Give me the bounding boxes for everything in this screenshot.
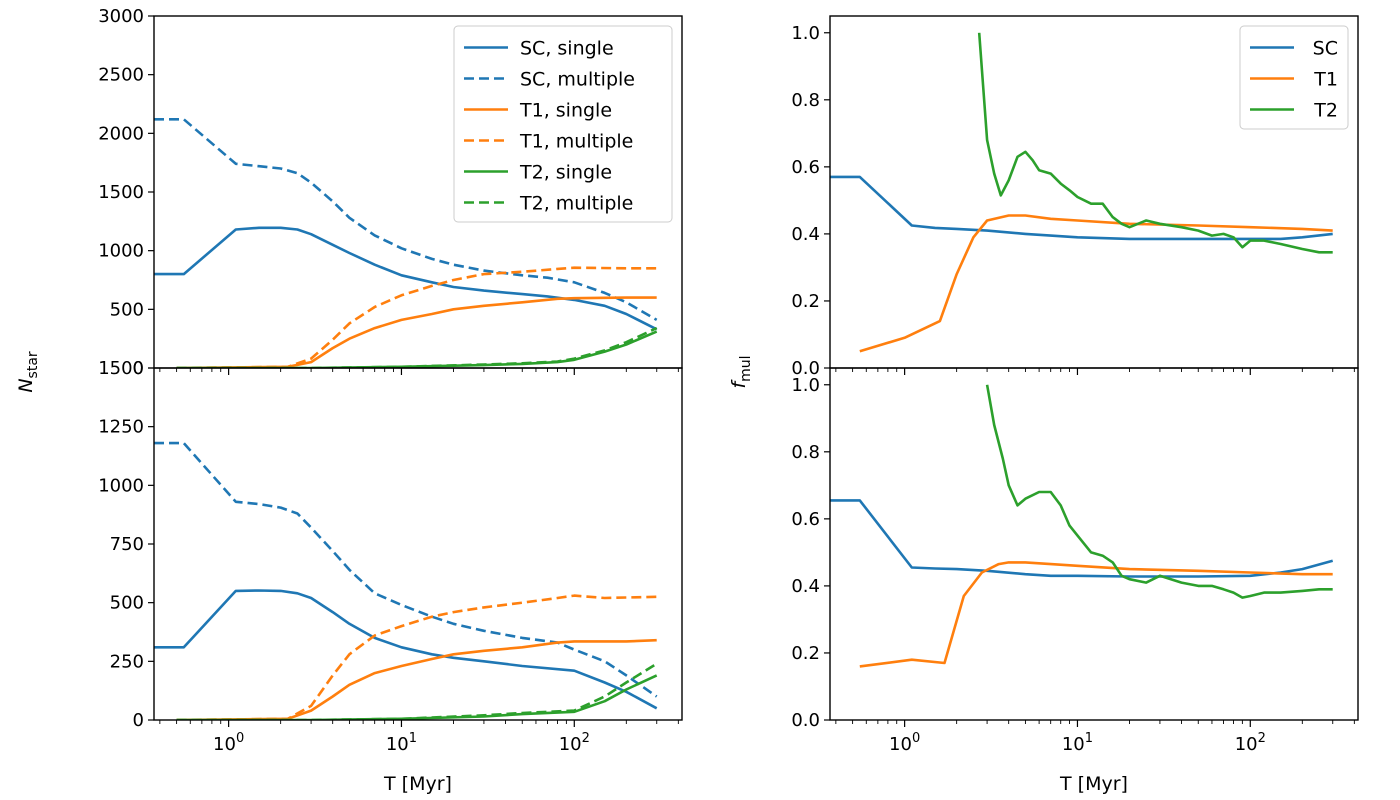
legend-label: SC, multiple (520, 69, 635, 91)
legend-label: SC (1313, 38, 1338, 60)
legend-label: T2, single (519, 162, 612, 184)
y-tick-label: 0.4 (791, 224, 820, 245)
legend: SC T1 T2 (1239, 25, 1349, 130)
plot-frame (829, 367, 1359, 721)
series-line-t2-multiple (176, 662, 658, 720)
series-line-t1 (859, 561, 1333, 668)
series-line-sc (830, 175, 1333, 241)
y-tick-label: 1500 (98, 358, 144, 379)
series-line-sc-multiple (154, 118, 658, 322)
series-line-t2-single (176, 330, 658, 368)
left-y-axis-label: Nstar (15, 351, 41, 393)
right-y-axis-label-main: f (728, 379, 750, 389)
y-tick-label: 0.6 (791, 509, 820, 530)
legend-label: T1 (1313, 69, 1338, 91)
y-tick-label: 0.6 (791, 157, 820, 178)
y-tick-label: 3000 (98, 6, 144, 27)
y-tick-label: 1500 (98, 182, 144, 203)
plot-bottom-right: 0.0 0.2 0.4 0.6 0.8 1.0 100 101 102 (791, 367, 1359, 755)
y-tick-label: 1000 (98, 241, 144, 262)
y-tick-label: 0 (133, 710, 144, 731)
y-tick-label: 0.0 (791, 358, 820, 379)
left-x-axis-label: T [Myr] (383, 773, 452, 795)
y-tick-label: 0.2 (791, 291, 820, 312)
plot-frame (153, 367, 683, 721)
series-line-sc-multiple (154, 441, 658, 698)
series-line-sc-single (154, 226, 658, 331)
x-tick-label: 101 (386, 731, 417, 755)
left-y-axis-label-main: N (15, 378, 37, 392)
left-y-axis-label-sub: star (25, 351, 41, 378)
y-tick-label: 0.8 (791, 90, 820, 111)
y-tick-label: 1.0 (791, 23, 820, 44)
plot-top-left: 0 500 1000 1500 2000 2500 3000 SC, single SC, mu… (98, 6, 683, 379)
x-tick-label: 102 (1235, 731, 1266, 755)
series-line-sc-single (154, 589, 658, 710)
y-tick-label: 0.4 (791, 576, 820, 597)
y-tick-label: 1250 (98, 417, 144, 438)
right-y-axis-label: fmul (728, 355, 754, 388)
legend-box (453, 25, 673, 223)
right-x-axis-label: T [Myr] (1059, 773, 1128, 795)
series-line-t1-multiple (176, 594, 657, 720)
y-tick-label: 2500 (98, 65, 144, 86)
y-tick-label: 1.0 (791, 375, 820, 396)
series-line-t2-multiple (176, 326, 658, 368)
legend-label: T1, single (519, 100, 612, 122)
series-line-t1-single (176, 638, 657, 720)
x-tick-label: 101 (1062, 731, 1093, 755)
legend: SC, single SC, multiple T1, single T1, mult… (453, 25, 673, 223)
y-tick-label: 0.2 (791, 643, 820, 664)
series-group (154, 441, 658, 720)
right-y-axis-label-sub: mul (738, 355, 754, 381)
y-tick-label: 500 (110, 593, 144, 614)
legend-label: T1, multiple (519, 131, 633, 153)
legend-label: SC, single (520, 38, 614, 60)
plot-top-right: 0.0 0.2 0.4 0.6 0.8 1.0 SC T1 T2 (791, 15, 1359, 379)
y-tick-label: 750 (110, 534, 144, 555)
series-line-t1-single (176, 296, 657, 368)
series-line-t2-single (176, 674, 658, 720)
series-line-t2 (985, 384, 1333, 599)
x-tick-label: 100 (889, 731, 920, 755)
legend-label: T2, multiple (519, 193, 633, 215)
series-line-t1 (859, 214, 1333, 353)
legend-label: T2 (1313, 100, 1338, 122)
y-tick-label: 0 (133, 358, 144, 379)
y-tick-label: 0.0 (791, 710, 820, 731)
plot-bottom-left: 0 250 500 750 1000 1250 1500 100 101 102 (98, 358, 683, 755)
series-line-t1-multiple (176, 266, 657, 368)
y-tick-label: 2000 (98, 123, 144, 144)
series-group (830, 32, 1333, 353)
series-group (830, 384, 1334, 668)
y-tick-label: 0.8 (791, 442, 820, 463)
y-tick-label: 1000 (98, 475, 144, 496)
y-tick-label: 250 (110, 651, 144, 672)
x-tick-label: 100 (213, 731, 244, 755)
y-tick-label: 500 (110, 299, 144, 320)
x-tick-label: 102 (559, 731, 590, 755)
series-line-t2 (977, 32, 1333, 254)
